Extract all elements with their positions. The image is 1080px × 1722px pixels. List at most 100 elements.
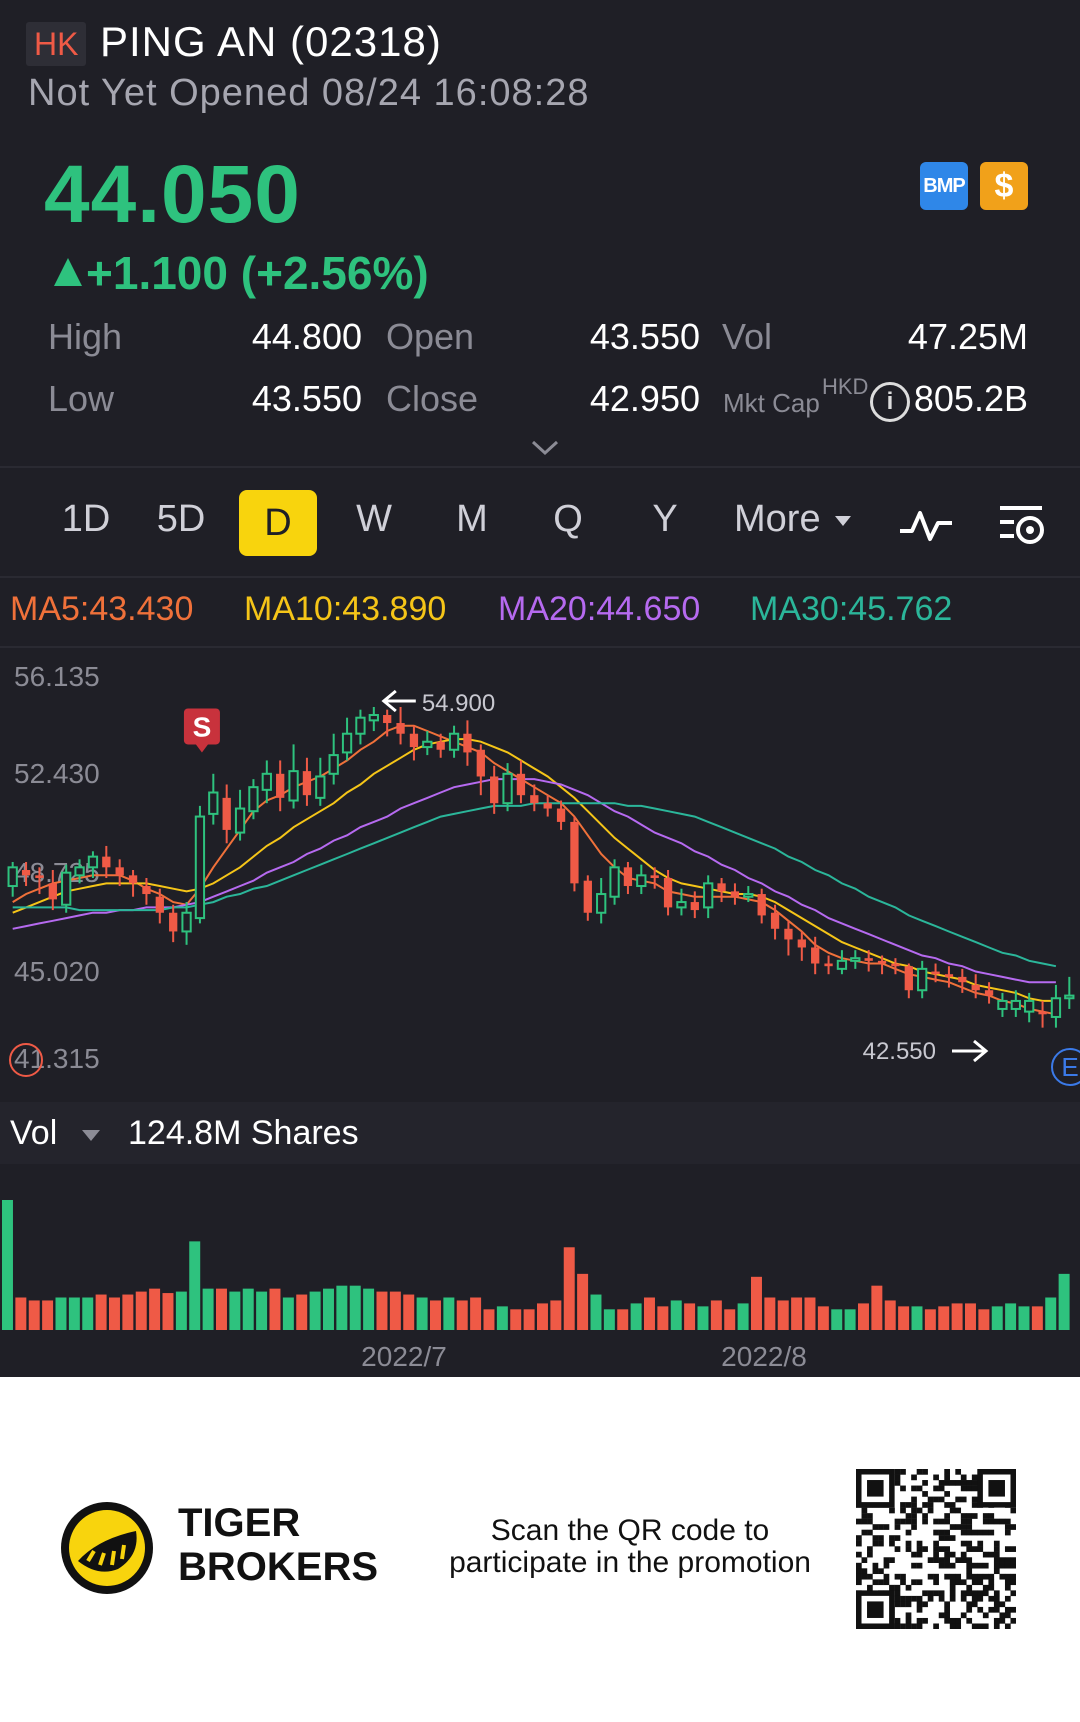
tab-5d[interactable]: 5D bbox=[145, 498, 217, 541]
tab-day[interactable]: D bbox=[239, 490, 317, 556]
volume-bar bbox=[698, 1306, 709, 1330]
candle bbox=[410, 726, 418, 761]
candle bbox=[370, 707, 378, 731]
volume-bar bbox=[390, 1292, 401, 1330]
candle bbox=[998, 993, 1006, 1017]
candlestick-chart[interactable]: 56.13552.43048.72545.02041.31554.90042.5… bbox=[0, 650, 1080, 1100]
promo-line2: participate in the promotion bbox=[440, 1547, 820, 1579]
volume-dropdown-icon[interactable] bbox=[82, 1130, 100, 1141]
volume-bar bbox=[805, 1298, 816, 1331]
candle bbox=[102, 846, 110, 878]
tab-1d[interactable]: 1D bbox=[50, 498, 122, 541]
volume-bar bbox=[497, 1306, 508, 1330]
low-marker-label: 42.550 bbox=[863, 1038, 936, 1065]
candle bbox=[276, 760, 284, 811]
bmp-badge-icon[interactable]: BMP bbox=[920, 162, 968, 210]
mktcap-unit: HKD bbox=[822, 374, 868, 400]
open-value: 43.550 bbox=[580, 316, 700, 358]
candle bbox=[169, 905, 177, 942]
volume-bar bbox=[524, 1309, 535, 1330]
tab-quarter[interactable]: Q bbox=[532, 498, 604, 541]
volume-bar bbox=[978, 1309, 989, 1330]
candle bbox=[1038, 1001, 1046, 1028]
x-tick-label: 2022/8 bbox=[721, 1341, 807, 1372]
volume-bar bbox=[965, 1303, 976, 1330]
dollar-badge-icon[interactable]: $ bbox=[980, 162, 1028, 210]
candle bbox=[142, 878, 150, 905]
volume-bar bbox=[604, 1309, 615, 1330]
tab-week[interactable]: W bbox=[338, 498, 410, 541]
y-tick-label: 45.020 bbox=[14, 956, 100, 987]
volume-bar bbox=[336, 1286, 347, 1330]
volume-header: Vol 124.8M Shares bbox=[0, 1102, 1080, 1164]
volume-chart[interactable]: 2022/7 2022/8 bbox=[0, 1164, 1080, 1376]
caret-down-icon bbox=[835, 516, 851, 526]
candle bbox=[223, 784, 231, 843]
volume-bar bbox=[136, 1292, 147, 1330]
volume-bar bbox=[818, 1306, 829, 1330]
volume-bar bbox=[484, 1309, 495, 1330]
volume-bar bbox=[724, 1309, 735, 1330]
qr-code[interactable] bbox=[856, 1469, 1016, 1629]
volume-bar bbox=[430, 1300, 441, 1330]
volume-bar bbox=[644, 1298, 655, 1331]
candle bbox=[637, 865, 645, 894]
tab-more[interactable]: More bbox=[734, 498, 851, 541]
earnings-marker-icon[interactable]: E bbox=[1052, 1049, 1080, 1085]
candle bbox=[1052, 985, 1060, 1028]
candle bbox=[249, 779, 257, 819]
volume-bar bbox=[591, 1295, 602, 1330]
candle bbox=[758, 889, 766, 924]
up-arrow-icon bbox=[54, 258, 82, 286]
brand-name: TIGER BROKERS bbox=[178, 1501, 378, 1589]
candle bbox=[423, 731, 431, 755]
high-value: 44.800 bbox=[240, 316, 362, 358]
chart-settings-icon[interactable] bbox=[996, 502, 1048, 553]
divider bbox=[0, 646, 1080, 648]
high-label: High bbox=[48, 316, 122, 358]
volume-bar bbox=[176, 1292, 187, 1330]
candle bbox=[463, 720, 471, 765]
market-status: Not Yet Opened 08/24 16:08:28 bbox=[28, 72, 589, 115]
sell-signal-icon[interactable]: S bbox=[184, 708, 220, 752]
candle bbox=[597, 878, 605, 923]
volume-bar bbox=[925, 1309, 936, 1330]
tab-year[interactable]: Y bbox=[629, 498, 701, 541]
candle bbox=[263, 760, 271, 803]
candle bbox=[396, 707, 404, 744]
volume-bar bbox=[29, 1300, 40, 1330]
volume-bar bbox=[711, 1300, 722, 1330]
volume-bar bbox=[657, 1306, 668, 1330]
volume-bar bbox=[577, 1274, 588, 1330]
candle bbox=[289, 744, 297, 808]
y-tick-label: 52.430 bbox=[14, 758, 100, 789]
tab-month[interactable]: M bbox=[436, 498, 508, 541]
candle bbox=[717, 878, 725, 902]
volume-bar bbox=[537, 1303, 548, 1330]
ma10-label: MA10:43.890 bbox=[244, 590, 446, 629]
high-marker-label: 54.900 bbox=[422, 690, 495, 717]
earnings-marker-label: E bbox=[1061, 1052, 1078, 1082]
x-tick-label: 2022/7 bbox=[361, 1341, 447, 1372]
y-tick-label: 41.315 bbox=[14, 1043, 100, 1074]
divider bbox=[0, 576, 1080, 578]
candle bbox=[196, 806, 204, 924]
volume-bar bbox=[403, 1295, 414, 1330]
volume-bar bbox=[831, 1309, 842, 1330]
indicator-icon[interactable] bbox=[898, 505, 954, 550]
volume-bar bbox=[470, 1298, 481, 1331]
candle bbox=[905, 964, 913, 999]
candle bbox=[985, 982, 993, 1003]
volume-bar bbox=[296, 1295, 307, 1330]
volume-bar bbox=[1032, 1306, 1043, 1330]
info-icon[interactable]: i bbox=[870, 382, 910, 422]
volume-bar bbox=[363, 1289, 374, 1330]
volume-bar bbox=[871, 1286, 882, 1330]
candle bbox=[330, 734, 338, 785]
volume-bar bbox=[885, 1300, 896, 1330]
candle bbox=[824, 956, 832, 975]
chevron-down-icon[interactable] bbox=[530, 432, 560, 464]
volume-bar bbox=[377, 1292, 388, 1330]
volume-bar bbox=[270, 1289, 281, 1330]
divider bbox=[0, 466, 1080, 468]
